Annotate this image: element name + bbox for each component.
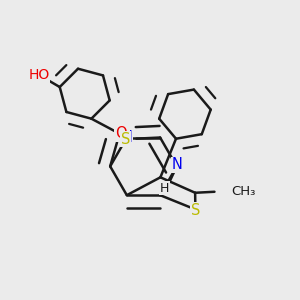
Text: S: S	[191, 203, 200, 218]
Text: CH₃: CH₃	[231, 185, 255, 198]
Text: O: O	[115, 126, 126, 141]
Text: S: S	[121, 131, 130, 146]
Text: HO: HO	[28, 68, 50, 82]
Text: H: H	[160, 182, 169, 194]
Text: N: N	[122, 130, 132, 145]
Text: N: N	[171, 158, 182, 172]
